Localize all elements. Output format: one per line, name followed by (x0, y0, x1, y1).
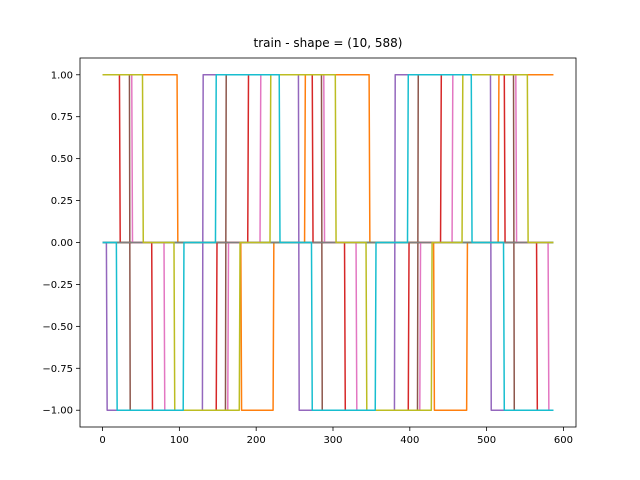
x-tick-label: 600 (554, 435, 573, 446)
x-tick-label: 400 (400, 435, 419, 446)
x-tick-label: 100 (170, 435, 189, 446)
series-line-9 (102, 74, 554, 411)
y-tick-label: −0.75 (42, 364, 73, 375)
x-tick-label: 300 (323, 435, 342, 446)
series-line-8 (102, 74, 554, 411)
x-axis: 0 100 200 300 400 500 600 (99, 427, 573, 446)
y-tick-label: 0.25 (51, 196, 73, 207)
y-tick-label: 0.00 (51, 238, 73, 249)
x-tick-label: 200 (247, 435, 266, 446)
y-tick-label: 1.00 (51, 70, 73, 81)
y-tick-label: 0.75 (51, 112, 73, 123)
y-axis: −1.00 −0.75 −0.50 −0.25 0.00 0.25 0.50 0.75 1.00 (42, 70, 80, 417)
series-layer (102, 74, 554, 411)
x-tick-label: 0 (99, 435, 105, 446)
y-tick-label: −0.50 (42, 322, 73, 333)
x-tick-label: 500 (477, 435, 496, 446)
chart-title: train - shape = (10, 588) (254, 36, 403, 50)
y-tick-label: −0.25 (42, 280, 73, 291)
y-tick-label: −1.00 (42, 406, 73, 417)
y-tick-label: 0.50 (51, 154, 73, 165)
